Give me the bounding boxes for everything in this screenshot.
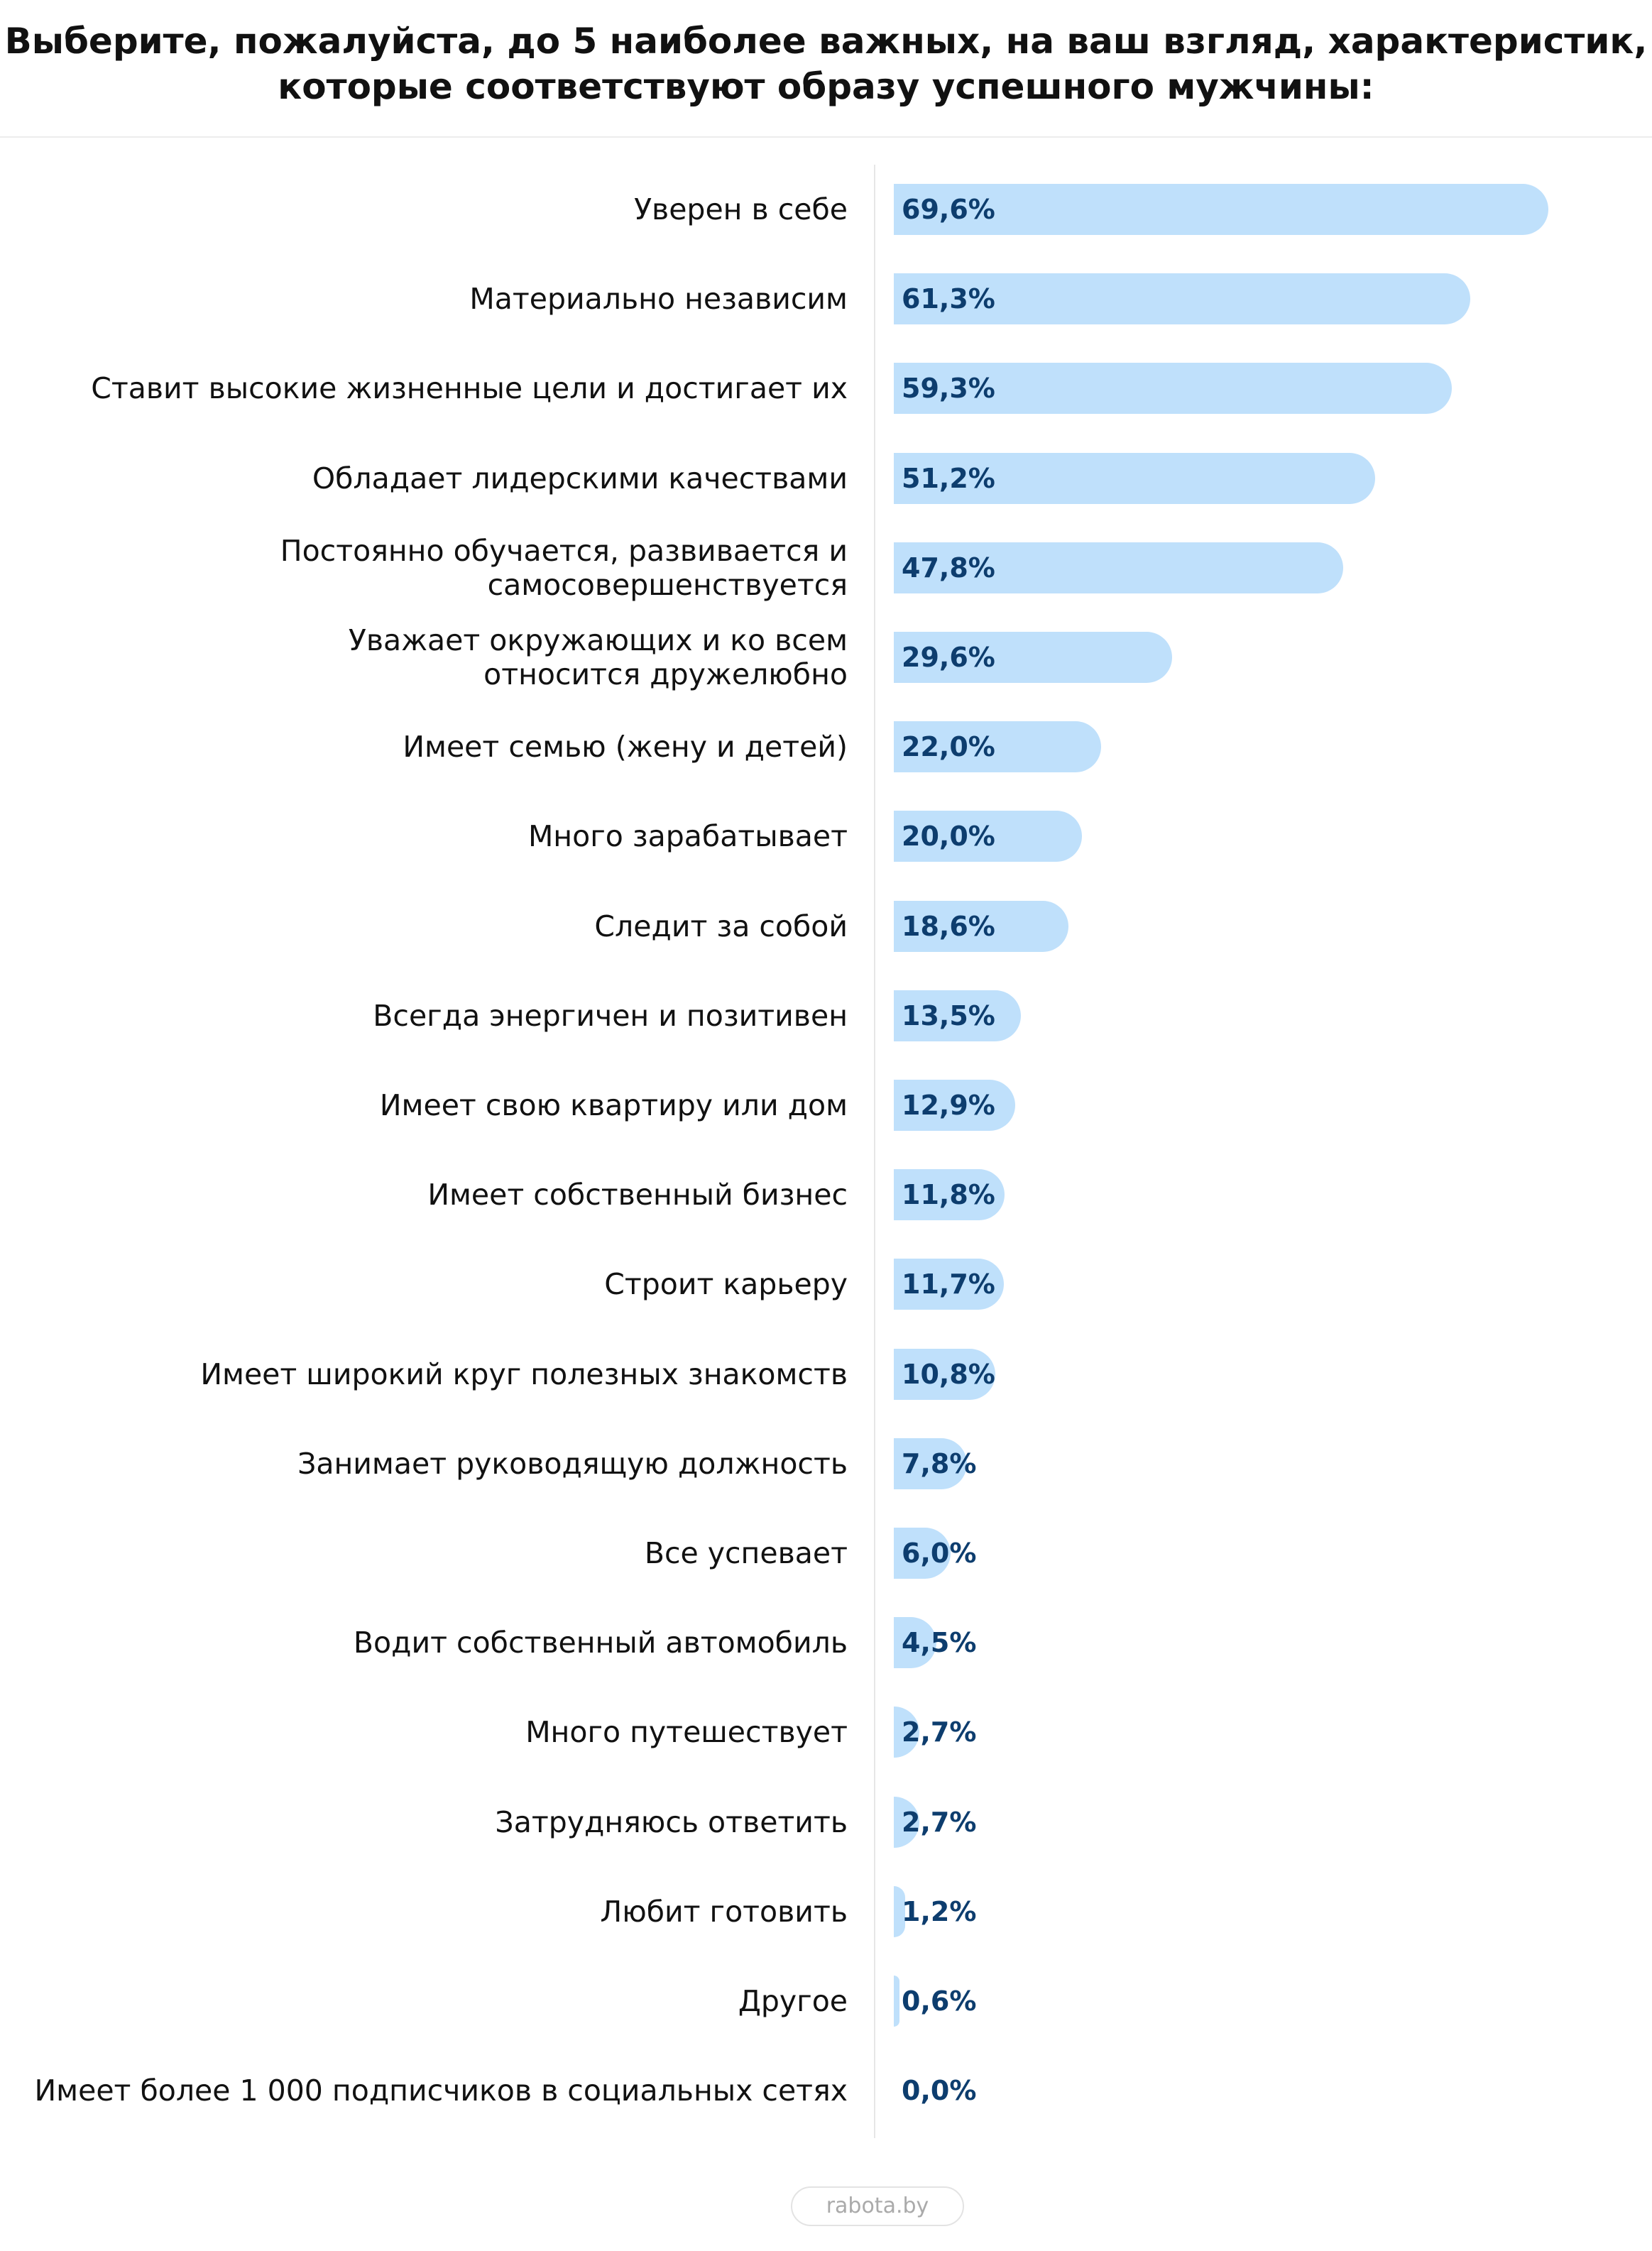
category-label: Имеет свою квартиру или дом	[379, 1088, 848, 1122]
value-label: 2,7%	[902, 1806, 977, 1838]
bar	[894, 273, 1471, 325]
value-label: 2,7%	[902, 1716, 977, 1748]
category-label: Постоянно обучается, развивается и самос…	[280, 533, 848, 602]
category-label: Водит собственный автомобиль	[353, 1626, 848, 1660]
value-label: 0,0%	[902, 2075, 977, 2107]
bar	[894, 1348, 996, 1400]
category-label: Строит карьеру	[604, 1267, 848, 1302]
value-label: 47,8%	[902, 552, 995, 584]
value-label: 18,6%	[902, 910, 995, 942]
value-label: 11,8%	[902, 1179, 995, 1211]
value-label: 6,0%	[902, 1538, 977, 1569]
category-label: Уверен в себе	[634, 192, 848, 226]
separator	[0, 136, 1652, 138]
bar	[894, 811, 1082, 862]
source: rabota.by	[791, 2186, 964, 2226]
category-label: Все успевает	[644, 1536, 848, 1570]
category-label: Занимает руководящую должность	[297, 1446, 848, 1481]
category-label: Ставит высокие жизненные цели и достигае…	[91, 371, 848, 406]
value-label: 20,0%	[902, 821, 995, 853]
value-label: 0,6%	[902, 1986, 977, 2017]
category-label: Затрудняюсь ответить	[495, 1804, 848, 1839]
bar	[894, 452, 1376, 504]
bar	[894, 1885, 905, 1937]
bar	[894, 184, 1549, 235]
value-label: 13,5%	[902, 999, 995, 1031]
bar	[894, 1617, 936, 1669]
category-label: Имеет собственный бизнес	[427, 1178, 848, 1212]
bar	[894, 990, 1021, 1041]
category-label: Имеет широкий круг полезных знакомств	[200, 1357, 848, 1391]
category-label: Имеет семью (жену и детей)	[403, 730, 848, 765]
bar	[894, 1080, 1015, 1131]
value-label: 59,3%	[902, 373, 995, 405]
category-label: Материально независим	[469, 282, 848, 317]
bar	[894, 1437, 968, 1489]
category-label: Любит готовить	[600, 1894, 848, 1929]
category-label: Другое	[738, 1984, 848, 2018]
value-label: 12,9%	[902, 1090, 995, 1121]
category-label: Обладает лидерскими качествами	[312, 461, 848, 495]
chart-title: Выберите, пожалуйста, до 5 наиболее важн…	[4, 21, 1648, 107]
category-label: Много путешествует	[525, 1715, 848, 1750]
axis-line	[874, 165, 875, 2138]
bar	[894, 632, 1173, 683]
category-label: Следит за собой	[594, 909, 848, 943]
category-label: Много зарабатывает	[527, 819, 848, 854]
bar	[894, 1259, 1005, 1310]
value-label: 10,8%	[902, 1358, 995, 1390]
value-label: 29,6%	[902, 642, 995, 673]
bar	[894, 542, 1344, 593]
value-label: 69,6%	[902, 194, 995, 225]
value-label: 11,7%	[902, 1269, 995, 1300]
value-label: 1,2%	[902, 1895, 977, 1927]
category-label: Уважает окружающих и ко всем относится д…	[348, 623, 848, 691]
bar	[894, 1976, 899, 2027]
bar	[894, 1528, 951, 1579]
category-label: Имеет более 1 000 подписчиков в социальн…	[34, 2074, 848, 2108]
value-label: 7,8%	[902, 1447, 977, 1479]
bar	[894, 363, 1452, 415]
category-label: Всегда энергичен и позитивен	[373, 998, 848, 1033]
value-label: 61,3%	[902, 283, 995, 315]
value-label: 4,5%	[902, 1627, 977, 1659]
value-label: 22,0%	[902, 731, 995, 763]
bar	[894, 900, 1069, 952]
bar	[894, 721, 1101, 773]
bar	[894, 1169, 1005, 1221]
value-label: 51,2%	[902, 462, 995, 494]
